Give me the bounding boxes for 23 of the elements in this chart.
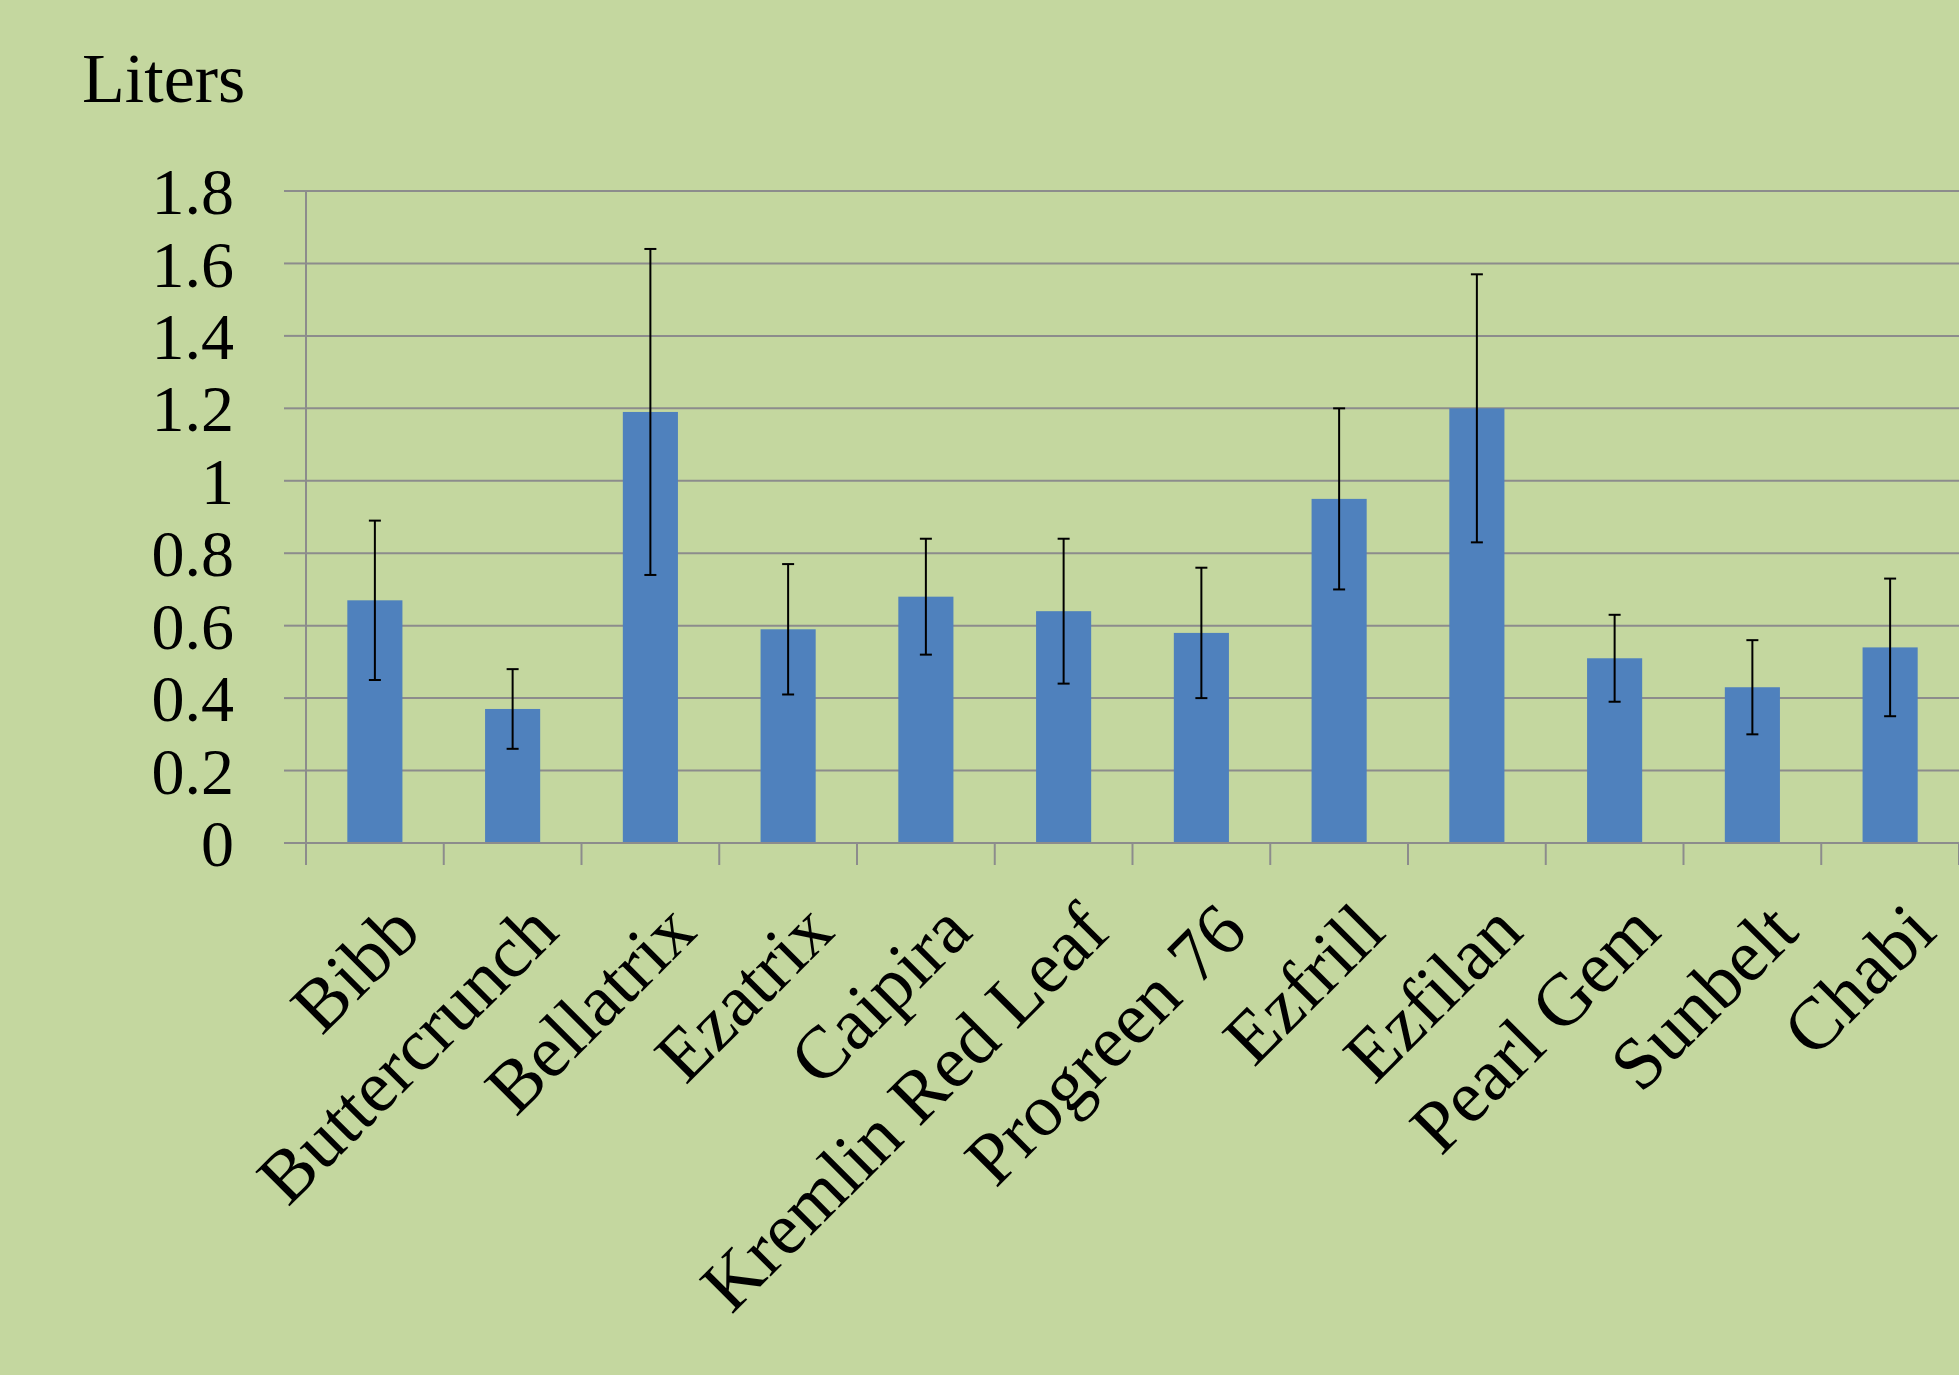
bar xyxy=(347,600,403,843)
bar xyxy=(1862,647,1918,843)
y-tick-label: 1.2 xyxy=(151,372,234,446)
bar xyxy=(898,596,954,843)
y-tick-label: 0.6 xyxy=(151,589,234,663)
y-tick-label: 1.8 xyxy=(151,155,234,229)
y-tick-label: 0.2 xyxy=(151,734,234,808)
bar xyxy=(1724,687,1780,843)
bar xyxy=(622,411,678,843)
bar xyxy=(1587,658,1643,843)
bar xyxy=(1173,632,1229,843)
y-tick-label: 0.8 xyxy=(151,517,234,591)
y-tick-label: 1.6 xyxy=(151,227,234,301)
y-tick-label: 0.4 xyxy=(151,662,234,736)
y-axis-title: Liters xyxy=(82,40,246,117)
bar xyxy=(1449,408,1505,843)
bar xyxy=(485,708,541,843)
bar xyxy=(1036,611,1092,843)
y-tick-label: 1.4 xyxy=(151,299,234,373)
y-tick-label: 0 xyxy=(201,807,234,881)
bar xyxy=(760,629,816,843)
bar xyxy=(1311,498,1367,843)
y-tick-label: 1 xyxy=(201,444,234,518)
